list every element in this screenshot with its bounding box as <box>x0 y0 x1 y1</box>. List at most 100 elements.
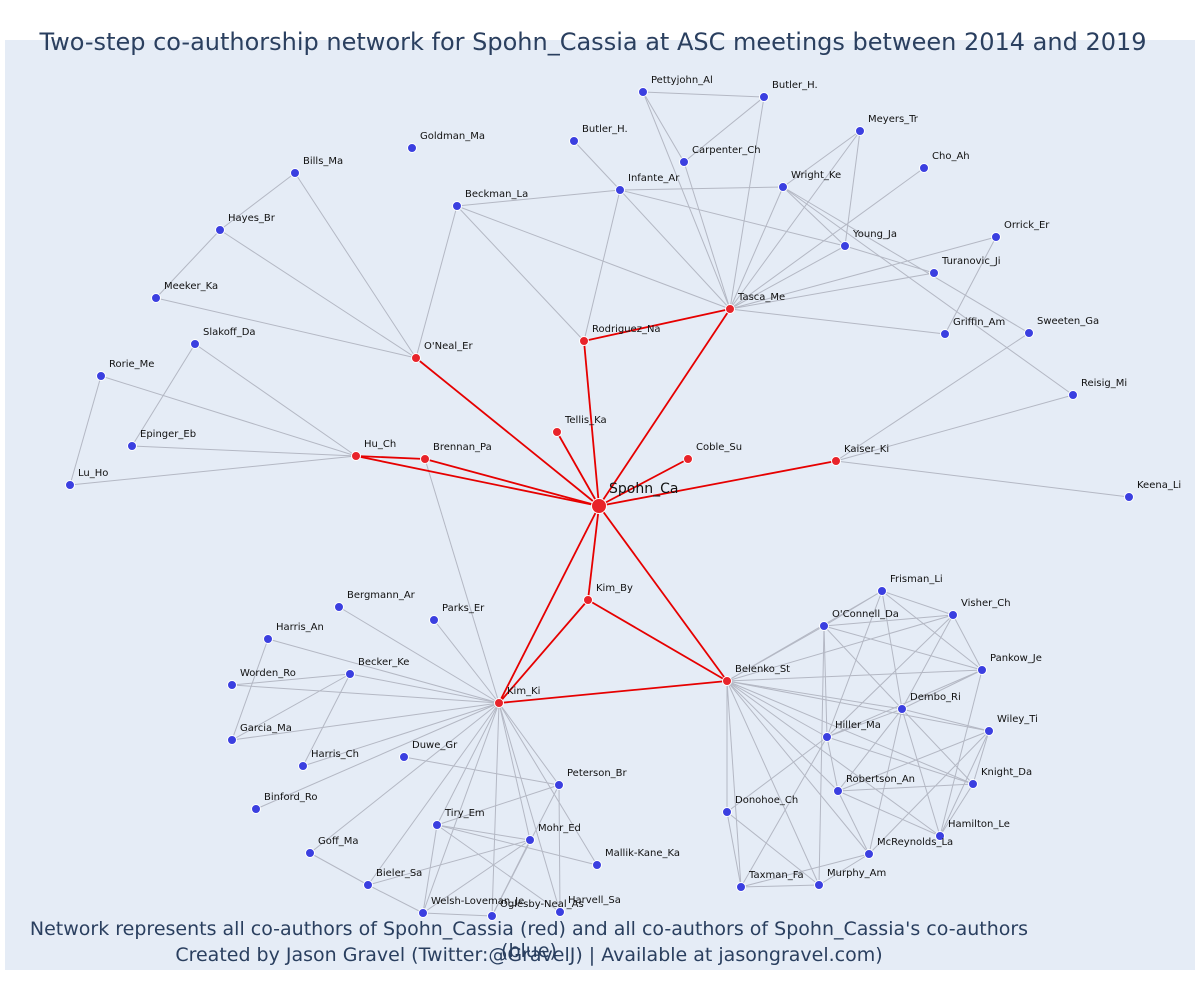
node-label-wiley-ti: Wiley_Ti <box>997 714 1038 725</box>
secondary-edge-kim-ki-harvell-sa <box>498 702 561 913</box>
node-tellis-ka[interactable] <box>552 427 562 437</box>
secondary-edge-robertson-an-mcreynolds-la <box>837 790 870 855</box>
node-epinger-eb[interactable] <box>127 441 137 451</box>
node-label-hiller-ma: Hiller_Ma <box>835 720 881 731</box>
node-wiley-ti[interactable] <box>984 726 994 736</box>
node-spohn-ca[interactable] <box>591 498 607 514</box>
node-butler-h-2[interactable] <box>569 136 579 146</box>
node-o-connell-da[interactable] <box>819 621 829 631</box>
node-rodriguez-na[interactable] <box>579 336 589 346</box>
node-becker-ke[interactable] <box>345 669 355 679</box>
node-duwe-gr[interactable] <box>399 752 409 762</box>
node-meyers-tr[interactable] <box>855 126 865 136</box>
node-sweeten-ga[interactable] <box>1024 328 1034 338</box>
node-goldman-ma[interactable] <box>407 143 417 153</box>
node-pankow-je[interactable] <box>977 665 987 675</box>
node-murphy-am[interactable] <box>814 880 824 890</box>
node-coble-su[interactable] <box>683 454 693 464</box>
node-parks-er[interactable] <box>429 615 439 625</box>
node-welsh-loveman-je[interactable] <box>418 908 428 918</box>
node-keena-li[interactable] <box>1124 492 1134 502</box>
node-mallik-kane-ka[interactable] <box>592 860 602 870</box>
secondary-edge-kim-ki-harris-ch <box>302 702 500 767</box>
primary-edge-rodriguez-na-tasca-me <box>583 308 731 342</box>
node-dembo-ri[interactable] <box>897 704 907 714</box>
secondary-edge-meyers-tr-wright-ke <box>782 130 861 188</box>
node-young-ja[interactable] <box>840 241 850 251</box>
node-beckman-la[interactable] <box>452 201 462 211</box>
secondary-edge-wiley-ti-robertson-an <box>837 730 990 792</box>
node-label-infante-ar: Infante_Ar <box>628 173 680 184</box>
node-hamilton-le[interactable] <box>935 831 945 841</box>
node-harris-ch[interactable] <box>298 761 308 771</box>
secondary-edge-hu-ch-rorie-me <box>100 375 357 457</box>
node-donohoe-ch[interactable] <box>722 807 732 817</box>
node-slakoff-da[interactable] <box>190 339 200 349</box>
node-harvell-sa[interactable] <box>555 907 565 917</box>
node-hayes-br[interactable] <box>215 225 225 235</box>
node-goff-ma[interactable] <box>305 848 315 858</box>
node-hu-ch[interactable] <box>351 451 361 461</box>
secondary-edge-robertson-an-hamilton-le <box>837 790 941 837</box>
node-bergmann-ar[interactable] <box>334 602 344 612</box>
secondary-edge-belenko-st-robertson-an <box>726 680 839 792</box>
secondary-edge-kim-ki-goff-ma <box>309 702 500 854</box>
node-reisig-mi[interactable] <box>1068 390 1078 400</box>
node-wright-ke[interactable] <box>778 182 788 192</box>
node-tiry-em[interactable] <box>432 820 442 830</box>
node-pettyjohn-al[interactable] <box>638 87 648 97</box>
node-orrick-er[interactable] <box>991 232 1001 242</box>
node-brennan-pa[interactable] <box>420 454 430 464</box>
node-frisman-li[interactable] <box>877 586 887 596</box>
node-lu-ho[interactable] <box>65 480 75 490</box>
node-o-neal-er[interactable] <box>411 353 421 363</box>
node-hiller-ma[interactable] <box>822 732 832 742</box>
node-meeker-ka[interactable] <box>151 293 161 303</box>
secondary-edge-belenko-st-o-connell-da <box>726 625 825 682</box>
node-label-coble-su: Coble_Su <box>696 442 742 453</box>
node-griffin-am[interactable] <box>940 329 950 339</box>
node-infante-ar[interactable] <box>615 185 625 195</box>
node-oglesby-neal-as[interactable] <box>487 911 497 921</box>
secondary-edge-frisman-li-visher-ch <box>881 590 954 616</box>
secondary-edge-wiley-ti-hamilton-le <box>939 730 990 837</box>
node-turanovic-ji[interactable] <box>929 268 939 278</box>
node-binford-ro[interactable] <box>251 804 261 814</box>
node-mohr-ed[interactable] <box>525 835 535 845</box>
node-visher-ch[interactable] <box>948 610 958 620</box>
secondary-edge-welsh-loveman-je-oglesby-neal-as <box>422 912 493 917</box>
secondary-edge-pankow-je-hamilton-le <box>939 669 983 837</box>
node-label-bergmann-ar: Bergmann_Ar <box>347 590 416 601</box>
secondary-edges <box>69 91 1130 917</box>
node-kim-ki[interactable] <box>494 698 504 708</box>
secondary-edge-mcreynolds-la-taxman-fa <box>740 853 870 888</box>
node-kaiser-ki[interactable] <box>831 456 841 466</box>
node-tasca-me[interactable] <box>725 304 735 314</box>
node-label-lu-ho: Lu_Ho <box>78 468 108 479</box>
node-rorie-me[interactable] <box>96 371 106 381</box>
node-kim-by[interactable] <box>583 595 593 605</box>
node-knight-da[interactable] <box>968 779 978 789</box>
node-harris-an[interactable] <box>263 634 273 644</box>
node-cho-ah[interactable] <box>919 163 929 173</box>
node-bieler-sa[interactable] <box>363 880 373 890</box>
node-label-belenko-st: Belenko_St <box>735 664 790 675</box>
secondary-edge-meyers-tr-young-ja <box>844 130 861 247</box>
node-belenko-st[interactable] <box>722 676 732 686</box>
node-peterson-br[interactable] <box>554 780 564 790</box>
node-mcreynolds-la[interactable] <box>864 849 874 859</box>
secondary-edge-wright-ke-tasca-me <box>729 186 784 310</box>
secondary-edge-tiry-em-mohr-ed <box>436 824 531 841</box>
secondary-edge-belenko-st-taxman-fa <box>726 680 742 888</box>
node-worden-ro[interactable] <box>227 680 237 690</box>
secondary-edge-goff-ma-bieler-sa <box>309 852 369 886</box>
node-taxman-fa[interactable] <box>736 882 746 892</box>
node-bills-ma[interactable] <box>290 168 300 178</box>
node-robertson-an[interactable] <box>833 786 843 796</box>
node-butler-h-1[interactable] <box>759 92 769 102</box>
node-carpenter-ch[interactable] <box>679 157 689 167</box>
node-garcia-ma[interactable] <box>227 735 237 745</box>
node-label-harris-an: Harris_An <box>276 622 324 633</box>
node-label-mallik-kane-ka: Mallik-Kane_Ka <box>605 848 680 859</box>
